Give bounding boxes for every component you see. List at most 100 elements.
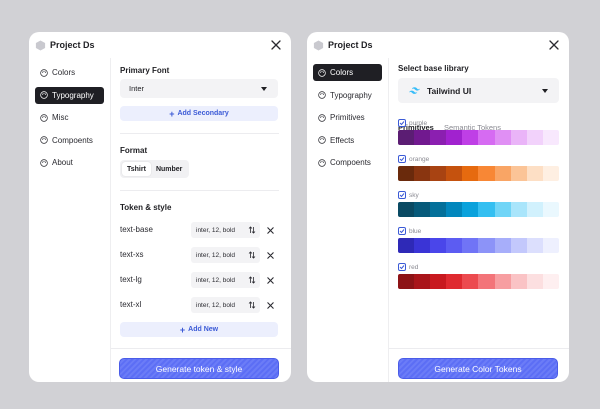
color-swatch[interactable]	[526, 166, 543, 181]
remove-token-icon[interactable]	[266, 301, 275, 310]
color-swatch[interactable]	[478, 202, 495, 217]
sidebar-item-primitives[interactable]: Primitives	[313, 109, 382, 126]
sidebar-item-colors[interactable]: Colors	[313, 64, 382, 81]
token-style-field[interactable]: inter, 12, bold	[191, 272, 260, 288]
color-swatch[interactable]	[542, 238, 559, 253]
color-swatch[interactable]	[430, 130, 447, 145]
color-swatch[interactable]	[462, 166, 479, 181]
sidebar-item-typography[interactable]: Typography	[313, 87, 382, 104]
color-swatch[interactable]	[414, 274, 431, 289]
palette-label: sky	[398, 190, 559, 200]
token-style-field[interactable]: inter, 12, bold	[191, 247, 260, 263]
palette-checkbox[interactable]	[398, 155, 406, 163]
remove-token-icon[interactable]	[266, 226, 275, 235]
color-swatch[interactable]	[494, 238, 511, 253]
colors-content: Select base library Tailwind UI Primitiv…	[389, 58, 569, 382]
format-option-number[interactable]: Number	[155, 165, 183, 173]
sort-icon[interactable]	[248, 251, 256, 259]
sidebar-item-colors[interactable]: Colors	[35, 64, 104, 81]
sidebar: Colors Typography Primitives Effects Com…	[307, 58, 389, 382]
color-swatch[interactable]	[414, 238, 431, 253]
primary-font-select[interactable]: Inter	[120, 79, 278, 98]
tailwind-logo-icon	[409, 87, 420, 94]
color-swatch[interactable]	[462, 274, 479, 289]
color-swatch[interactable]	[462, 238, 479, 253]
color-swatch[interactable]	[398, 238, 415, 253]
color-swatch[interactable]	[414, 202, 431, 217]
color-swatch[interactable]	[494, 202, 511, 217]
palette-checkbox[interactable]	[398, 263, 406, 271]
color-swatch[interactable]	[526, 130, 543, 145]
color-swatch[interactable]	[510, 130, 527, 145]
swatch-strip	[398, 202, 559, 217]
color-swatch[interactable]	[398, 274, 415, 289]
palette-purple: purple	[398, 118, 559, 145]
base-library-select[interactable]: Tailwind UI	[398, 78, 559, 103]
remove-token-icon[interactable]	[266, 276, 275, 285]
tab-semantic-tokens[interactable]: Semantic Tokens	[444, 123, 501, 132]
color-swatch[interactable]	[478, 166, 495, 181]
generate-token-style-button[interactable]: Generate token & style	[119, 358, 279, 379]
color-swatch[interactable]	[446, 202, 463, 217]
sidebar-item-components[interactable]: Compoents	[313, 154, 382, 171]
color-swatch[interactable]	[510, 166, 527, 181]
sort-icon[interactable]	[248, 276, 256, 284]
color-swatch[interactable]	[542, 166, 559, 181]
color-swatch[interactable]	[446, 130, 463, 145]
sort-icon[interactable]	[248, 301, 256, 309]
sidebar-item-components[interactable]: Compoents	[35, 132, 104, 149]
palette-checkbox[interactable]	[398, 227, 406, 235]
color-swatch[interactable]	[478, 130, 495, 145]
color-swatch[interactable]	[510, 202, 527, 217]
color-swatch[interactable]	[510, 274, 527, 289]
palette-checkbox[interactable]	[398, 191, 406, 199]
sidebar-item-misc[interactable]: Misc	[35, 109, 104, 126]
color-swatch[interactable]	[430, 202, 447, 217]
color-swatch[interactable]	[542, 202, 559, 217]
token-style-field[interactable]: inter, 12, bold	[191, 222, 260, 238]
format-option-tshirt[interactable]: Tshirt	[122, 162, 151, 176]
color-swatch[interactable]	[414, 130, 431, 145]
sidebar-item-about[interactable]: About	[35, 154, 104, 171]
color-swatch[interactable]	[542, 274, 559, 289]
color-swatch[interactable]	[446, 274, 463, 289]
color-swatch[interactable]	[398, 166, 415, 181]
color-swatch[interactable]	[510, 238, 527, 253]
color-swatch[interactable]	[494, 166, 511, 181]
color-swatch[interactable]	[398, 130, 415, 145]
sidebar-item-label: Typography	[330, 90, 372, 100]
token-style-field[interactable]: inter, 12, bold	[191, 297, 260, 313]
add-new-button[interactable]: + Add New	[120, 322, 278, 337]
color-swatch[interactable]	[462, 130, 479, 145]
remove-token-icon[interactable]	[266, 251, 275, 260]
generate-color-tokens-button[interactable]: Generate Color Tokens	[398, 358, 558, 379]
color-swatch[interactable]	[526, 238, 543, 253]
color-swatch[interactable]	[430, 238, 447, 253]
color-swatch[interactable]	[526, 274, 543, 289]
color-swatch[interactable]	[478, 274, 495, 289]
palette-icon	[40, 136, 48, 144]
color-swatch[interactable]	[494, 130, 511, 145]
color-swatch[interactable]	[542, 130, 559, 145]
color-swatch[interactable]	[526, 202, 543, 217]
color-swatch[interactable]	[398, 202, 415, 217]
palette-checkbox[interactable]	[398, 119, 406, 127]
sidebar-item-label: Compoents	[52, 135, 93, 145]
color-swatch[interactable]	[494, 274, 511, 289]
base-library-label: Select base library	[398, 64, 469, 73]
color-swatch[interactable]	[446, 238, 463, 253]
color-swatch[interactable]	[446, 166, 463, 181]
color-swatch[interactable]	[430, 274, 447, 289]
close-icon[interactable]	[270, 39, 282, 51]
color-swatch[interactable]	[478, 238, 495, 253]
sidebar-item-label: Effects	[330, 135, 355, 145]
swatch-strip	[398, 274, 559, 289]
sort-icon[interactable]	[248, 226, 256, 234]
sidebar-item-typography[interactable]: Typography	[35, 86, 104, 104]
color-swatch[interactable]	[462, 202, 479, 217]
close-icon[interactable]	[548, 39, 560, 51]
color-swatch[interactable]	[430, 166, 447, 181]
sidebar-item-effects[interactable]: Effects	[313, 132, 382, 149]
color-swatch[interactable]	[414, 166, 431, 181]
add-secondary-button[interactable]: + Add Secondary	[120, 106, 278, 121]
